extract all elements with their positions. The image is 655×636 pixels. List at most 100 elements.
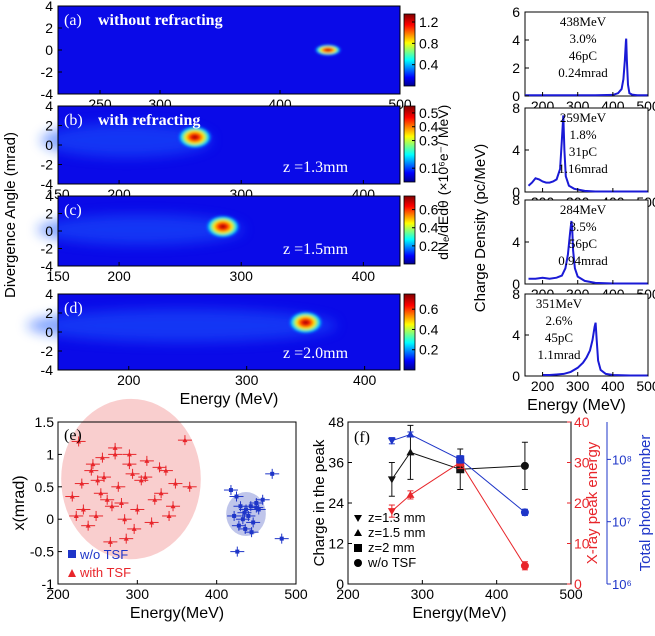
panel-title: without refracting	[98, 12, 223, 29]
scatter-point	[144, 458, 150, 463]
scatter-point	[235, 549, 240, 554]
colorbar-tick-label: 0.4	[419, 119, 439, 135]
spectrum-annotation: 1.1mrad	[538, 347, 581, 362]
panel-label: (e)	[64, 427, 82, 444]
heatmap-glow	[27, 308, 337, 343]
heatmap-spot	[314, 44, 342, 56]
y2-tick-label: 20	[574, 495, 590, 511]
x-tick-label: 200	[531, 378, 555, 394]
y-tick-label: -2	[41, 241, 54, 257]
y2-tick-label: 30	[574, 455, 590, 471]
data-marker	[354, 515, 362, 522]
scatter-point	[122, 516, 128, 522]
y-tick-label: 8	[512, 286, 520, 302]
scatter-point	[115, 484, 121, 489]
spectrum-panel: 0 4 8 200 300 400 500 351MeV 2.6% 45pC 1.1mrad Ener…	[512, 286, 655, 414]
scatter-point	[73, 513, 79, 518]
x-tick-label: 500	[559, 586, 583, 602]
data-marker	[520, 561, 529, 570]
y2-tick-label: 10	[574, 536, 590, 552]
data-marker	[387, 437, 396, 445]
colorbar-tick-label: 0.6	[419, 301, 439, 317]
legend-marker-square	[68, 550, 76, 558]
x-axis-label: Energy (MeV)	[527, 397, 626, 414]
legend-marker-triangle	[68, 569, 76, 577]
scatter-point	[279, 536, 284, 541]
y-tick-label: 8	[512, 192, 520, 208]
y-tick-label: 24	[328, 495, 344, 511]
spectrum-annotation: 0.94mrad	[558, 253, 608, 268]
legend-label: z=2 mm	[368, 540, 415, 555]
y-tick-label: -2	[41, 157, 54, 173]
scatter-point	[236, 523, 241, 528]
data-marker	[354, 544, 362, 552]
scatter-point	[172, 481, 178, 486]
scatter-point	[88, 468, 94, 473]
colorbar	[403, 293, 416, 371]
y-tick-label: 6	[512, 4, 520, 20]
scatter-point	[158, 490, 164, 496]
y-tick-label: 4	[512, 327, 520, 343]
x-axis-label: Energy(MeV)	[130, 605, 224, 622]
y-tick-label: 0	[45, 324, 53, 340]
data-marker	[354, 559, 362, 567]
legend-label: with TSF	[79, 565, 131, 580]
data-marker	[456, 465, 465, 474]
panel-label: (b)	[64, 112, 83, 129]
y-tick-label: 0	[512, 368, 520, 384]
scatter-point	[246, 513, 251, 518]
scatter-point	[98, 490, 104, 496]
colorbar-tick-label: 0.4	[419, 321, 439, 337]
x-tick-label: 200	[107, 268, 131, 284]
scatter-point	[112, 445, 118, 450]
y-tick-label: 0	[45, 42, 53, 58]
x-tick-label: 200	[117, 372, 141, 388]
y-tick-label: 4	[512, 142, 520, 158]
colorbar-tick-label: 0.4	[419, 57, 439, 73]
spectrum-annotation: 1.16mrad	[558, 161, 608, 176]
y-tick-label: 0	[45, 223, 53, 239]
legend-label: w/o TSF	[367, 555, 416, 570]
spectrum-annotation: 351MeV	[536, 296, 583, 311]
y-tick-label: 2	[45, 305, 53, 321]
x-tick-label: 300	[235, 372, 259, 388]
x-tick-label: 300	[230, 268, 254, 284]
scatter-point	[256, 507, 261, 512]
spectrum-annotation: 56pC	[569, 236, 597, 251]
scatter-point	[260, 497, 265, 502]
panel-title: with refracting	[98, 112, 200, 129]
scatter-point	[107, 539, 113, 544]
legend-label: z=1.3 mm	[368, 510, 425, 525]
x-tick-label: 400	[601, 378, 625, 394]
colorbar-tick-label: 1.2	[419, 14, 439, 30]
scatter-point	[238, 504, 243, 509]
scatter-point	[85, 523, 91, 528]
y-tick-label: 0	[512, 276, 520, 292]
y-tick-label: 8	[512, 100, 520, 116]
panel-e-scatter: -1 -0.5 0 0.5 1 1.5 200 300 400 500 (e) Energy(MeV)…	[11, 398, 308, 622]
y-tick-label: 0	[46, 511, 54, 527]
x-tick-label: 500	[284, 586, 308, 602]
y-axis-label: x(mrad)	[11, 475, 28, 530]
x-axis-label: Energy(MeV)	[412, 605, 506, 622]
panel-label: (c)	[64, 202, 82, 219]
x-tick-label: 500	[636, 378, 655, 394]
y-tick-label: -4	[41, 176, 54, 192]
scatter-point	[138, 477, 144, 483]
series-line	[391, 461, 526, 567]
spectrum-annotation: 438MeV	[560, 14, 607, 29]
scatter-point	[248, 504, 253, 509]
scatter-point	[243, 526, 248, 531]
spectrum-annotation: 2.6%	[545, 313, 572, 328]
spectrum-frame	[524, 293, 649, 377]
y-tick-label: -2	[41, 343, 54, 359]
divergence-angle-ylabel: Divergence Angle (mrad)	[2, 132, 19, 298]
heatmap-spot	[204, 214, 241, 239]
y-tick-label: 1.5	[35, 414, 55, 430]
spectrum-annotation: 31pC	[569, 144, 597, 159]
